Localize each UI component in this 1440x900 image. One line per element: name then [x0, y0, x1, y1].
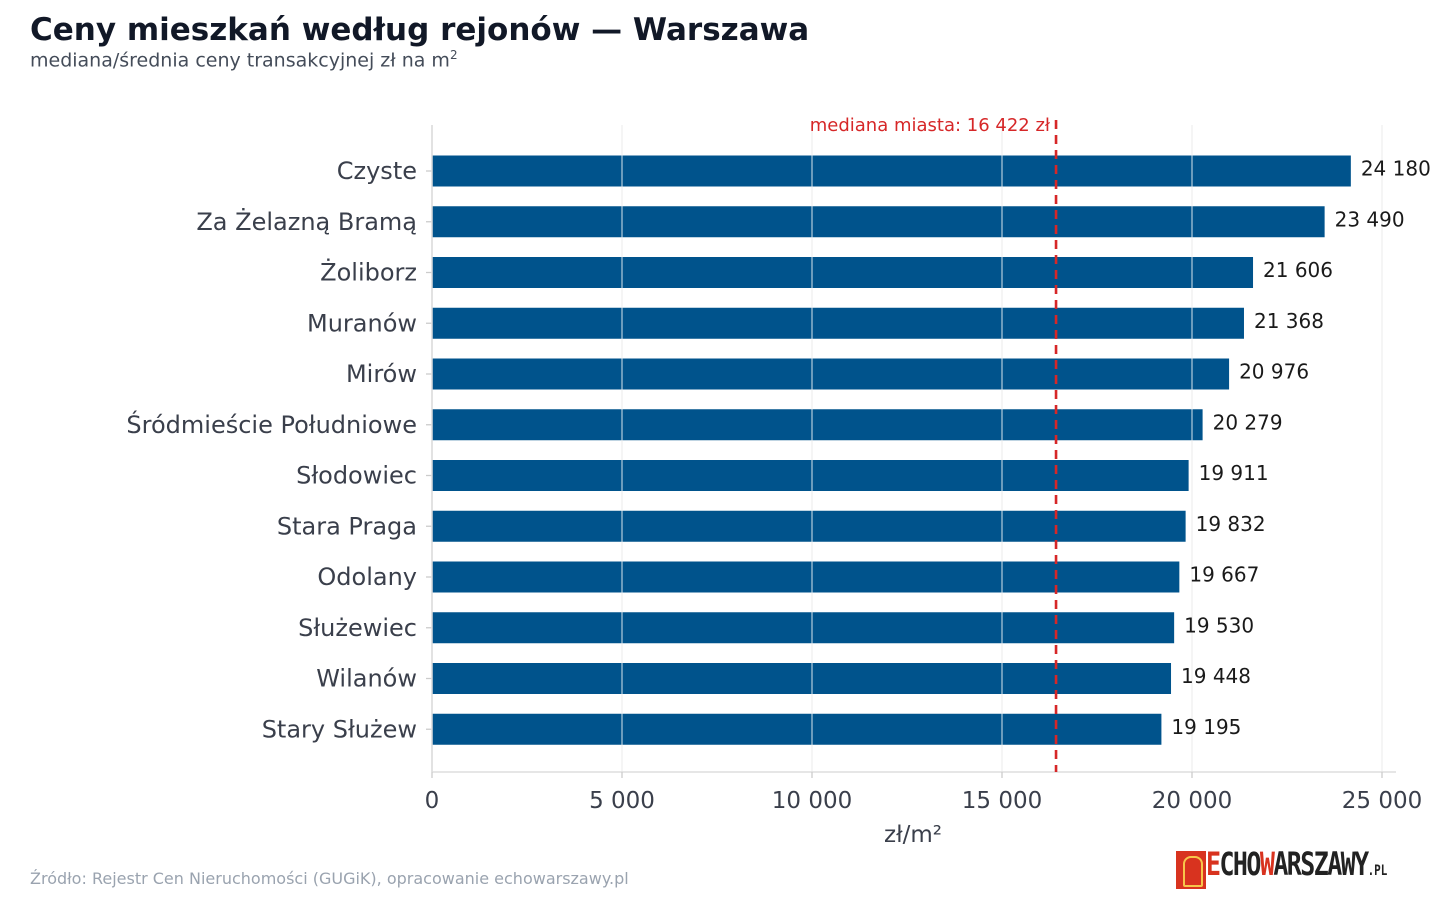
bar-value-label: 20 279 [1213, 410, 1283, 434]
category-label: Odolany [317, 563, 417, 591]
bar-value-label: 19 832 [1196, 512, 1266, 536]
category-label: Śródmieście Południowe [126, 409, 417, 439]
bar-value-label: 20 976 [1239, 360, 1309, 384]
bar [432, 307, 1244, 339]
bar [432, 460, 1189, 491]
source-note: Źródło: Rejestr Cen Nieruchomości (GUGiK… [30, 869, 629, 888]
x-axis-label: zł/m² [884, 822, 942, 848]
category-label: Za Żelazną Bramą [196, 207, 417, 236]
x-tick-label: 20 000 [1152, 788, 1232, 814]
bar [432, 510, 1186, 542]
category-label: Muranów [307, 309, 417, 337]
echowarszawy-logo: ECHOWARSZAWY.PL [1176, 846, 1438, 889]
chart-subtitle: mediana/średnia ceny transakcyjnej zł na… [30, 48, 458, 71]
bar-value-label: 19 667 [1189, 563, 1259, 587]
chart-subtitle-text: mediana/średnia ceny transakcyjnej zł na… [30, 49, 450, 72]
bar [432, 663, 1172, 694]
category-label: Stary Służew [262, 715, 417, 743]
logo-letter-w: W [1259, 845, 1275, 883]
x-tick-label: 0 [425, 788, 440, 814]
bar-value-label: 19 530 [1184, 613, 1254, 637]
bar [432, 561, 1180, 593]
x-tick-label: 15 000 [962, 788, 1042, 814]
chart-subtitle-superscript: 2 [449, 48, 458, 62]
bar-value-label: 21 606 [1263, 258, 1333, 282]
median-reference-label: mediana miasta: 16 422 zł [810, 115, 1051, 136]
bar [432, 713, 1162, 745]
bar-value-label: 19 911 [1199, 461, 1269, 485]
chart-title: Ceny mieszkań według rejonów — Warszawa [30, 12, 810, 48]
x-tick-label: 5 000 [589, 788, 655, 814]
logo-pl: .PL [1367, 863, 1388, 879]
bar [432, 409, 1203, 441]
logo-letter-e: E [1206, 845, 1221, 883]
category-label: Żoliborz [320, 258, 417, 287]
bar [432, 155, 1351, 187]
bar [432, 206, 1325, 238]
x-tick-label: 10 000 [772, 788, 852, 814]
category-label: Słodowiec [296, 462, 417, 490]
category-label: Wilanów [316, 665, 417, 693]
category-label: Czyste [337, 157, 417, 185]
category-label: Stara Praga [277, 512, 417, 540]
bar-value-label: 24 180 [1361, 157, 1431, 181]
bar-value-label: 21 368 [1254, 309, 1324, 333]
logo-warszawy-rest: ARSZAWY [1273, 845, 1369, 883]
bar-value-label: 19 195 [1171, 715, 1241, 739]
category-label: Mirów [346, 360, 417, 388]
bar-value-label: 23 490 [1335, 207, 1405, 231]
bar [432, 358, 1230, 390]
bar-value-label: 19 448 [1181, 664, 1251, 688]
x-tick-label: 25 000 [1342, 788, 1422, 814]
bar [432, 257, 1254, 288]
bar [432, 612, 1175, 644]
logo-wordmark: ECHOWARSZAWY.PL [1206, 846, 1387, 889]
mermaid-emblem-icon [1176, 851, 1206, 889]
category-label: Służewiec [298, 614, 417, 642]
logo-echo-rest: CHO [1219, 845, 1261, 883]
